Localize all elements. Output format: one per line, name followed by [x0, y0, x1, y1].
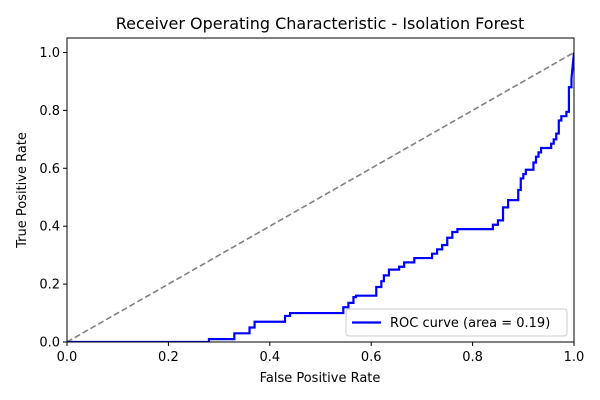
x-tick-label: 1.0 [564, 350, 585, 365]
x-axis: 0.0 0.2 0.4 0.6 0.8 1.0 [57, 342, 585, 365]
y-tick-label: 0.6 [39, 162, 60, 177]
x-tick-label: 0.0 [57, 350, 78, 365]
legend: ROC curve (area = 0.19) [345, 308, 568, 337]
x-tick-label: 0.2 [158, 350, 179, 365]
y-tick-label: 0.8 [39, 104, 60, 119]
y-axis: 0.0 0.2 0.4 0.6 0.8 1.0 [39, 46, 67, 351]
y-tick-label: 1.0 [39, 46, 60, 61]
chart-title: Receiver Operating Characteristic - Isol… [116, 14, 525, 33]
series-layer [67, 51, 574, 342]
x-tick-label: 0.4 [259, 350, 280, 365]
y-tick-label: 0.4 [39, 220, 60, 235]
plot-area [66, 37, 575, 343]
plot-frame [66, 37, 575, 343]
y-axis-label: True Positive Rate [15, 132, 30, 249]
x-tick-label: 0.8 [462, 350, 483, 365]
y-tick-label: 0.2 [39, 278, 60, 293]
diagonal-reference-line [67, 51, 574, 342]
legend-box [345, 308, 568, 337]
legend-label: ROC curve (area = 0.19) [390, 316, 550, 331]
roc-curve-line [67, 52, 574, 342]
y-tick-label: 0.0 [39, 336, 60, 351]
x-axis-label: False Positive Rate [260, 371, 381, 386]
x-tick-label: 0.6 [361, 350, 382, 365]
